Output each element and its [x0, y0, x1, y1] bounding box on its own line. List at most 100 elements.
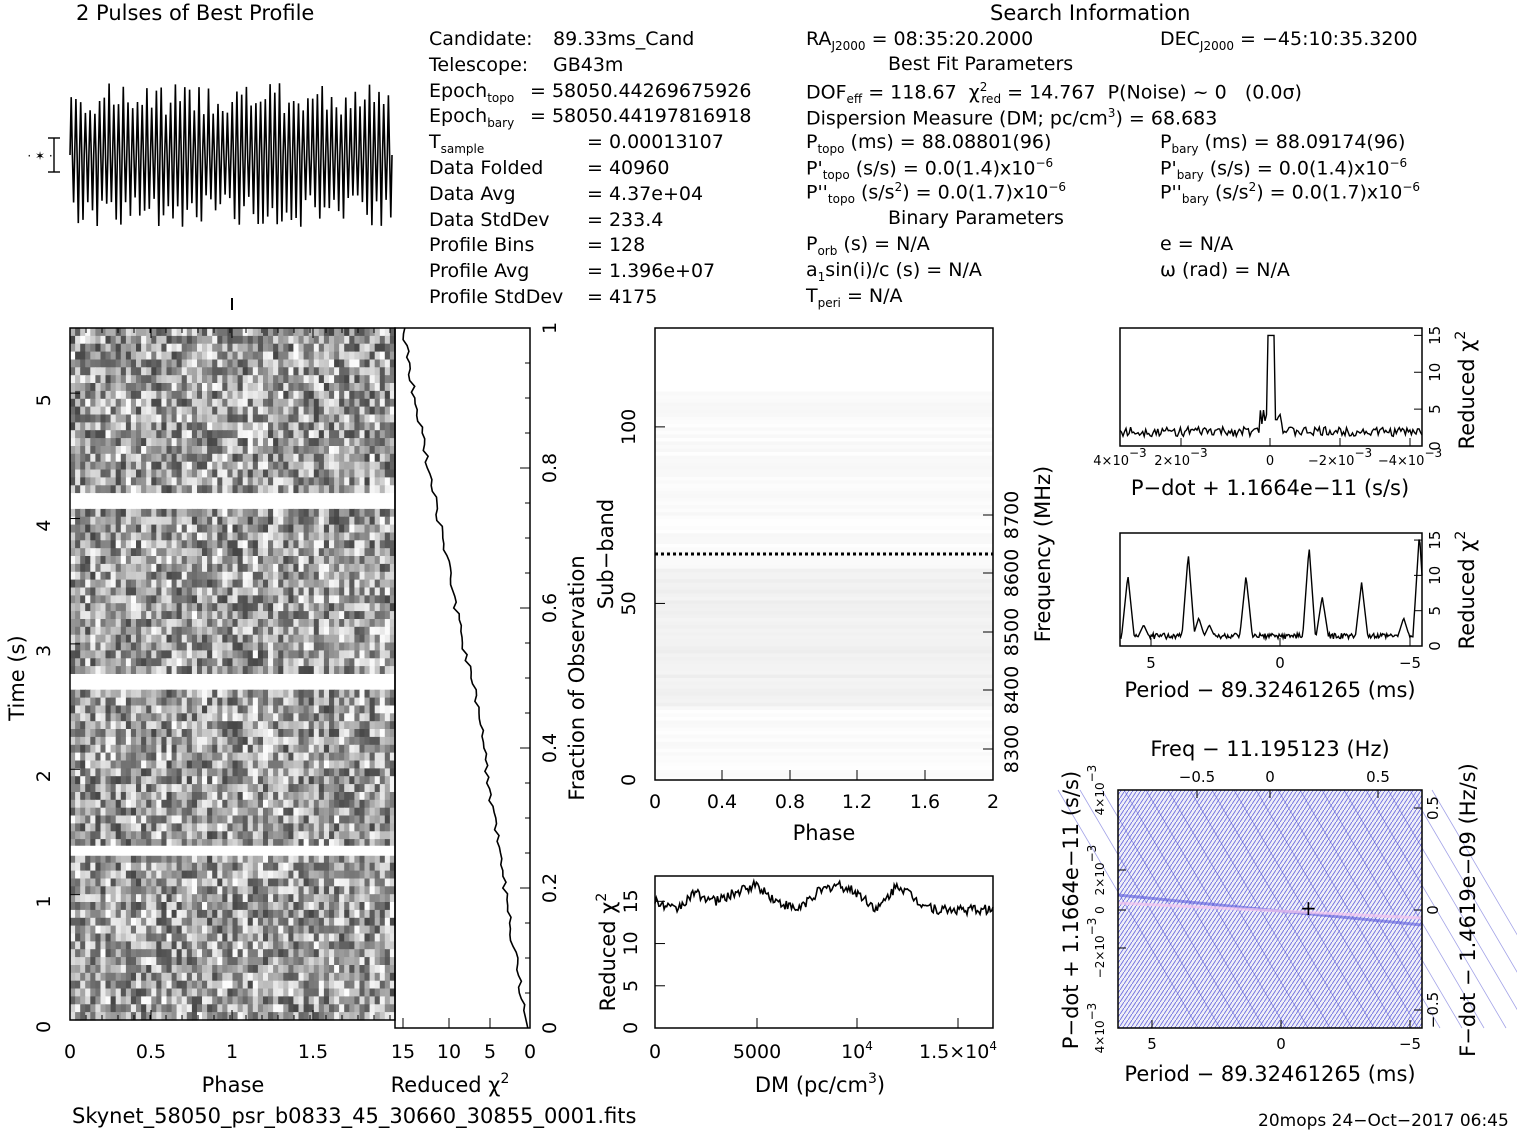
heatmap-cell [120, 839, 127, 848]
heatmap-cell [217, 548, 223, 557]
heatmap-cell [156, 634, 162, 644]
heatmap-cell [166, 532, 173, 541]
heatmap-cell [202, 477, 208, 486]
heatmap-cell [202, 619, 208, 628]
heatmap-cell [288, 666, 295, 675]
heatmap-cell [323, 760, 330, 769]
heatmap-cell [100, 595, 107, 604]
heatmap-cell [212, 917, 218, 927]
heatmap-cell [273, 548, 279, 557]
heatmap-cell [354, 917, 361, 927]
heatmap-cell [339, 776, 345, 785]
heatmap-cell [293, 603, 300, 612]
heatmap-cell [364, 792, 371, 801]
heatmap-cell [364, 807, 371, 817]
heatmap-cell [329, 556, 335, 565]
heatmap-cell [389, 579, 396, 589]
info-value: 89.33ms_Cand [553, 28, 695, 50]
heatmap-cell [80, 501, 86, 510]
heatmap-cell [232, 909, 239, 919]
heatmap-cell [181, 540, 188, 549]
heatmap-cell [379, 650, 386, 659]
heatmap-cell [263, 626, 269, 636]
heatmap-cell [339, 689, 345, 699]
heatmap-cell [110, 532, 117, 541]
heatmap-cell [151, 839, 157, 848]
heatmap-cell [349, 532, 355, 541]
heatmap-cell [359, 784, 366, 793]
heatmap-cell [115, 359, 122, 368]
heatmap-cell [227, 540, 234, 549]
heatmap-cell [176, 807, 183, 817]
heatmap-cell [257, 634, 264, 644]
heatmap-cell [308, 917, 315, 927]
heatmap-cell [329, 540, 335, 549]
heatmap-cell [384, 532, 391, 541]
heatmap-cell [278, 729, 284, 738]
heatmap-cell [298, 516, 305, 526]
heatmap-cell [359, 383, 366, 392]
heatmap-cell [100, 375, 107, 384]
heatmap-cell [288, 878, 295, 887]
heatmap-cell [85, 367, 91, 376]
heatmap-cell [186, 579, 193, 589]
heatmap-cell [384, 902, 391, 911]
heatmap-cell [222, 446, 228, 455]
heatmap-cell [85, 878, 91, 887]
heatmap-cell [364, 721, 371, 730]
heatmap-cell [354, 383, 361, 392]
heatmap-cell [161, 335, 168, 345]
heatmap-cell [318, 619, 325, 628]
heatmap-cell [278, 343, 284, 353]
heatmap-cell [263, 383, 269, 392]
heatmap-cell [222, 383, 228, 392]
heatmap-cell [191, 705, 198, 714]
heatmap-cell [273, 587, 279, 596]
heatmap-cell [288, 328, 295, 337]
heatmap-cell [191, 375, 198, 384]
heatmap-cell [268, 501, 274, 510]
heatmap-cell [369, 634, 376, 644]
heatmap-cell [323, 595, 330, 604]
heatmap-cell [90, 697, 96, 707]
heatmap-cell [313, 839, 320, 848]
heatmap-cell [105, 501, 112, 510]
heatmap-cell [100, 390, 107, 400]
heatmap-cell [176, 870, 183, 880]
heatmap-cell [212, 603, 218, 612]
heatmap-cell [197, 839, 203, 848]
heatmap-cell [257, 556, 264, 565]
heatmap-cell [212, 792, 218, 801]
heatmap-cell [70, 784, 76, 793]
heatmap-cell [146, 516, 152, 526]
heatmap-cell [85, 862, 91, 872]
heatmap-cell [207, 713, 213, 722]
heatmap-cell [232, 328, 239, 337]
heatmap-cell [354, 768, 361, 777]
heatmap-cell [298, 752, 305, 762]
heatmap-cell [278, 713, 284, 722]
heatmap-cell [166, 619, 173, 628]
heatmap-cell [288, 532, 295, 541]
heatmap-cell [268, 390, 274, 400]
heatmap-cell [125, 335, 132, 345]
heatmap-cell [247, 438, 254, 447]
heatmap-cell [349, 508, 355, 518]
heatmap-cell [80, 689, 86, 699]
heatmap-cell [166, 516, 173, 526]
heatmap-cell [171, 390, 178, 400]
heatmap-cell [339, 359, 345, 368]
heatmap-cell [298, 524, 305, 534]
heatmap-cell [227, 485, 234, 494]
heatmap-cell [171, 658, 178, 667]
heatmap-cell [252, 390, 259, 400]
heatmap-cell [217, 705, 223, 714]
heatmap-cell [207, 563, 213, 573]
heatmap-cell [278, 902, 284, 911]
heatmap-cell [125, 343, 132, 353]
heatmap-cell [329, 729, 335, 738]
heatmap-cell [105, 532, 112, 541]
heatmap-cell [237, 870, 244, 880]
heatmap-cell [303, 729, 310, 738]
heatmap-cell [171, 453, 178, 463]
